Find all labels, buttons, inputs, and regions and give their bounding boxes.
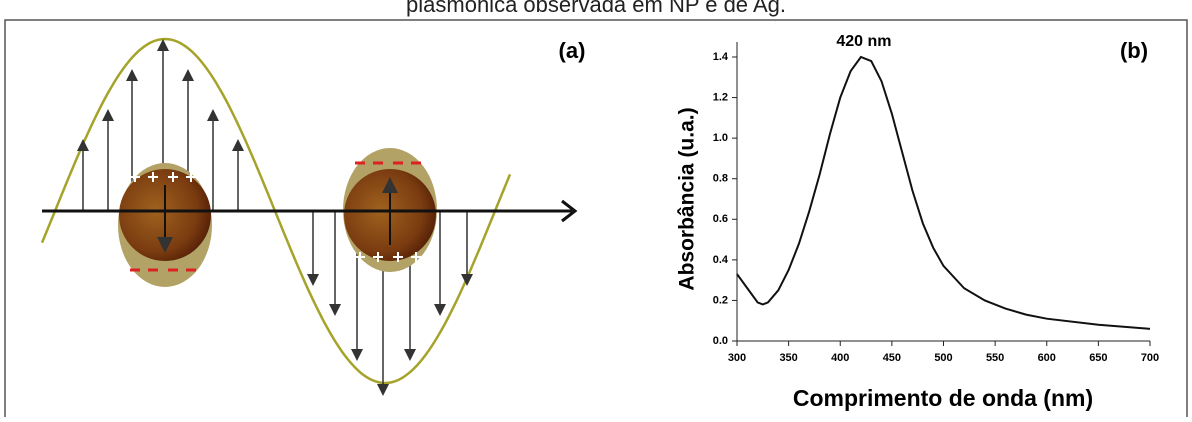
x-tick-label: 650	[1089, 352, 1107, 364]
x-tick-label: 700	[1141, 352, 1159, 364]
absorbance-line	[736, 55, 1151, 330]
panel-label: (a)	[559, 38, 586, 63]
y-tick-label: 0.6	[713, 213, 728, 225]
x-tick-label: 350	[779, 352, 797, 364]
caption: plasmônica observada em NP e de Ag.	[406, 0, 786, 17]
y-tick-label: 1.4	[713, 51, 729, 63]
y-axis-label: Absorbância (u.a.)	[676, 107, 699, 290]
axis-arrowhead	[561, 199, 578, 223]
wave	[40, 37, 512, 385]
x-tick-label: 450	[883, 352, 901, 364]
plus-sign	[411, 252, 421, 262]
x-tick-label: 550	[986, 352, 1004, 364]
plus-sign	[373, 252, 383, 262]
x-tick-label: 600	[1038, 352, 1056, 364]
plot-frame	[736, 42, 1150, 342]
plus-sign	[130, 172, 140, 182]
plus-sign	[148, 172, 158, 182]
x-tick-label: 300	[728, 352, 746, 364]
annotation: 420 nm	[836, 33, 891, 50]
x-tick-label: 400	[831, 352, 849, 364]
panel-label: (b)	[1120, 38, 1148, 63]
y-tick-label: 1.2	[713, 91, 728, 103]
plus-sign	[355, 252, 365, 262]
plus-sign	[186, 172, 196, 182]
x-axis-label: Comprimento de onda (nm)	[793, 385, 1093, 411]
y-tick-label: 0.4	[713, 254, 729, 266]
y-tick-label: 0.0	[713, 335, 728, 347]
y-tick-label: 0.8	[713, 173, 728, 185]
y-tick-label: 0.2	[713, 294, 728, 306]
plus-sign	[393, 252, 403, 262]
diagram	[40, 37, 578, 396]
x-tick-label: 500	[934, 352, 952, 364]
y-tick-label: 1.0	[713, 132, 728, 144]
plus-sign	[168, 172, 178, 182]
